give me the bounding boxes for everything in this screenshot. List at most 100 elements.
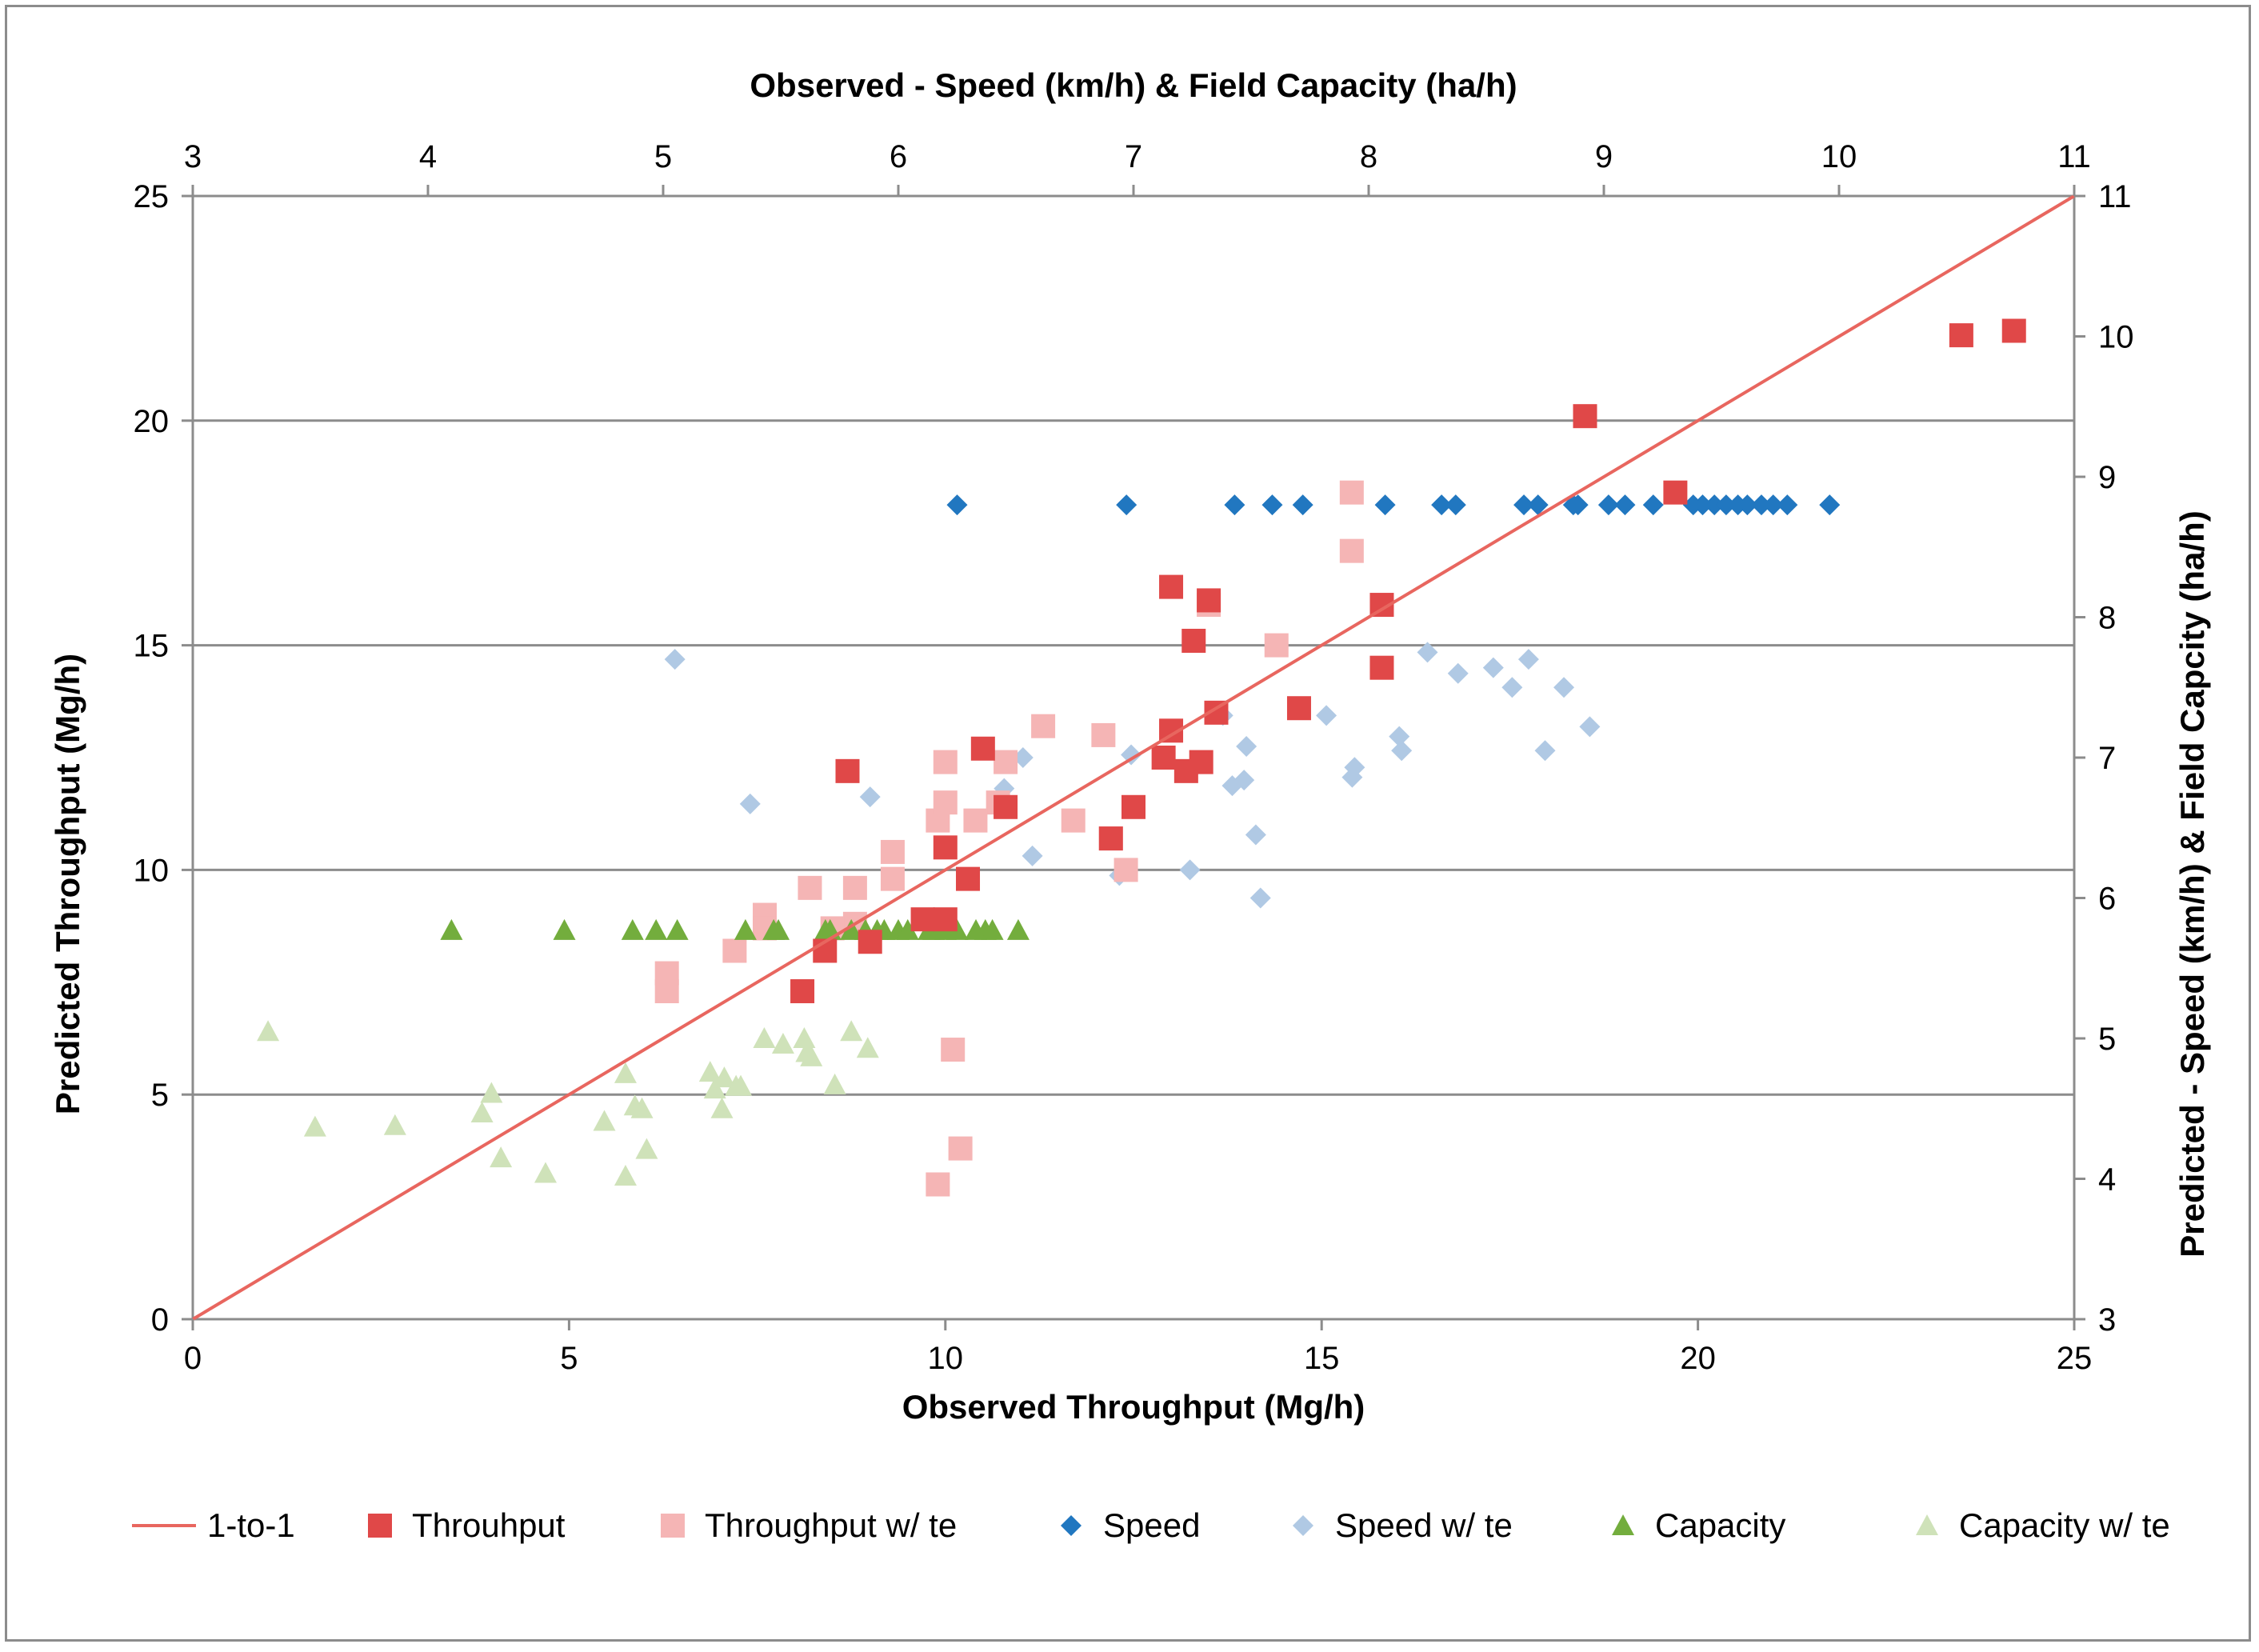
legend-label: Speed [1103, 1506, 1200, 1544]
throughput-point [790, 979, 815, 1004]
speed-te-point [1447, 662, 1469, 684]
legend-swatch [368, 1514, 392, 1538]
grid-layer [193, 194, 2074, 1096]
series-speed-te [664, 642, 1601, 909]
speed-te-point [1022, 845, 1043, 866]
legend-label: Speed w/ te [1335, 1506, 1513, 1544]
throughput-point [970, 736, 995, 761]
speed-point [1692, 494, 1713, 516]
x-tick-label: 20 [1680, 1341, 1716, 1376]
throughput-te-point [933, 790, 958, 815]
throughput-point [1189, 750, 1213, 774]
speed-te-point [1389, 726, 1410, 747]
capacity-point [734, 918, 757, 940]
throughput-te-point [948, 1136, 973, 1161]
y2-tick-label: 10 [2098, 320, 2134, 355]
speed-te-point [739, 793, 761, 814]
y2-tick-label: 4 [2098, 1162, 2116, 1198]
throughput-point [956, 866, 981, 891]
legend-item-line: 1-to-1 [132, 1506, 295, 1544]
throughput-point [933, 835, 958, 860]
speed-point [946, 494, 968, 516]
x2-axis-title: Observed - Speed (km/h) & Field Capacity… [750, 66, 1517, 104]
speed-te-point [1391, 740, 1413, 762]
capacity-te-point [703, 1078, 726, 1099]
speed-te-point [1579, 716, 1601, 738]
speed-point [1614, 494, 1636, 516]
capacity-te-point [771, 1033, 794, 1054]
capacity-te-point [800, 1045, 823, 1066]
capacity-point [896, 918, 919, 940]
speed-point [1292, 494, 1313, 516]
capacity-te-point [614, 1062, 637, 1083]
capacity-te-point [257, 1020, 280, 1042]
legend-swatch [661, 1514, 685, 1538]
throughput-point [1181, 628, 1206, 653]
speed-point [1445, 494, 1466, 516]
capacity-point [840, 918, 863, 940]
speed-point [1567, 494, 1589, 516]
capacity-te-point [630, 1097, 654, 1118]
capacity-te-point [823, 1073, 846, 1094]
capacity-te-point [730, 1074, 753, 1096]
y-tick-label: 10 [134, 853, 170, 888]
speed-point [1642, 494, 1664, 516]
capacity-te-point [856, 1037, 879, 1058]
legend-swatch [1612, 1514, 1634, 1535]
speed-te-point [1417, 642, 1438, 663]
speed-point [1374, 494, 1396, 516]
speed-point [1777, 494, 1798, 516]
ticks-layer: 0 5 10 15 20 253 4 5 6 7 8 9 10 110510152025345678910… [134, 139, 2134, 1376]
throughput-point [2001, 318, 2026, 343]
legend-swatch [1061, 1515, 1082, 1536]
y2-tick-label: 7 [2098, 741, 2116, 776]
speed-point [1513, 494, 1535, 516]
throughput-te-point [994, 750, 1018, 774]
capacity-te-point [635, 1138, 658, 1159]
speed-te-point [1344, 757, 1365, 778]
capacity-te-point [753, 1027, 776, 1048]
series-speed [946, 494, 1841, 516]
capacity-point [553, 918, 576, 940]
series-line [191, 194, 2076, 1321]
chart-frame: 0 5 10 15 20 25 3 4 5 6 7 8 9 10 11 0 5 10 15 20 25 3 4 5 6 7 8 9 10… [5, 5, 2251, 1642]
throughput-te-point [926, 1172, 950, 1197]
speed-point [1715, 494, 1737, 516]
speed-te-point [1245, 824, 1266, 846]
legend-item-speed-te: Speed w/ te [1293, 1506, 1513, 1544]
y2-tick-label: 6 [2098, 882, 2116, 917]
throughput-te-point [842, 875, 867, 900]
throughput-te-point [654, 979, 679, 1004]
legend-label: Throughput w/ te [705, 1506, 957, 1544]
speed-te-point [1482, 657, 1504, 678]
x-tick-label: 15 [1304, 1341, 1340, 1376]
y2-axis-title: Predicted - Speed (km/h) & Field Capcity… [2173, 510, 2211, 1257]
throughput-te-point [1061, 808, 1086, 833]
x-tick-label: 5 [560, 1341, 578, 1376]
throughput-point [910, 907, 935, 932]
speed-te-point [1501, 677, 1523, 698]
throughput-point [1949, 323, 1973, 348]
throughput-te-point [1114, 858, 1138, 882]
x2-tick-label: 7 [1125, 139, 1142, 174]
capacity-te-point [713, 1066, 736, 1088]
capacity-te-point [470, 1102, 494, 1123]
capacity-te-point [383, 1114, 406, 1135]
capacity-te-point [303, 1115, 326, 1137]
y-axis-title: Predicted Throughput (Mg/h) [49, 654, 86, 1114]
y-tick-label: 0 [151, 1302, 169, 1338]
x2-tick-label: 6 [890, 139, 907, 174]
capacity-te-point [840, 1020, 863, 1042]
speed-te-point [1517, 649, 1539, 670]
speed-point [1819, 494, 1841, 516]
series-throughput [790, 318, 2026, 1004]
throughput-point [1286, 696, 1311, 721]
x-tick-label: 25 [2057, 1341, 2093, 1376]
throughput-te-point [880, 866, 905, 891]
throughput-te-point [963, 808, 988, 833]
throughput-point [858, 930, 882, 954]
capacity-point [666, 918, 689, 940]
legend-item-throughput: Throuhput [368, 1506, 566, 1544]
x2-tick-label: 11 [2057, 139, 2091, 174]
throughput-point [1369, 655, 1394, 680]
